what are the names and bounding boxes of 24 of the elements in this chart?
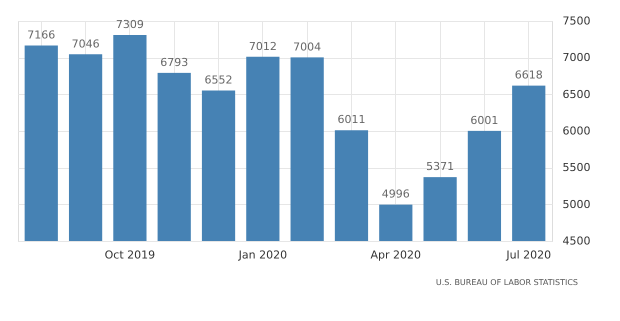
data-label: 6552 [204,74,233,87]
data-label: 7012 [248,40,277,53]
data-label: 6793 [160,56,188,69]
y-tick-label: 5500 [562,161,590,174]
x-tick-label: Jul 2020 [505,248,552,262]
data-label: 6011 [337,113,366,126]
y-tick-label: 7000 [562,51,590,64]
data-label: 6001 [470,114,498,127]
y-tick-label: 7500 [562,14,590,28]
y-tick-label: 5000 [562,198,590,211]
data-label: 6618 [514,68,543,82]
data-label: 4996 [382,188,410,201]
data-label: 7004 [293,40,322,54]
data-label: 7046 [72,37,100,50]
text: U.S. BUREAU OF LABOR STATISTICS [436,278,578,287]
data-label: 7166 [27,28,56,42]
data-label: 7309 [116,18,144,32]
x-tick-label: Jan 2020 [238,248,288,262]
y-tick-label: 6000 [562,124,590,138]
data-label: 5371 [426,160,454,174]
y-tick-label: 4500 [562,234,590,248]
x-tick-label: Oct 2019 [104,248,156,262]
x-tick-label: Apr 2020 [370,248,422,262]
y-tick-label: 6500 [562,88,590,101]
